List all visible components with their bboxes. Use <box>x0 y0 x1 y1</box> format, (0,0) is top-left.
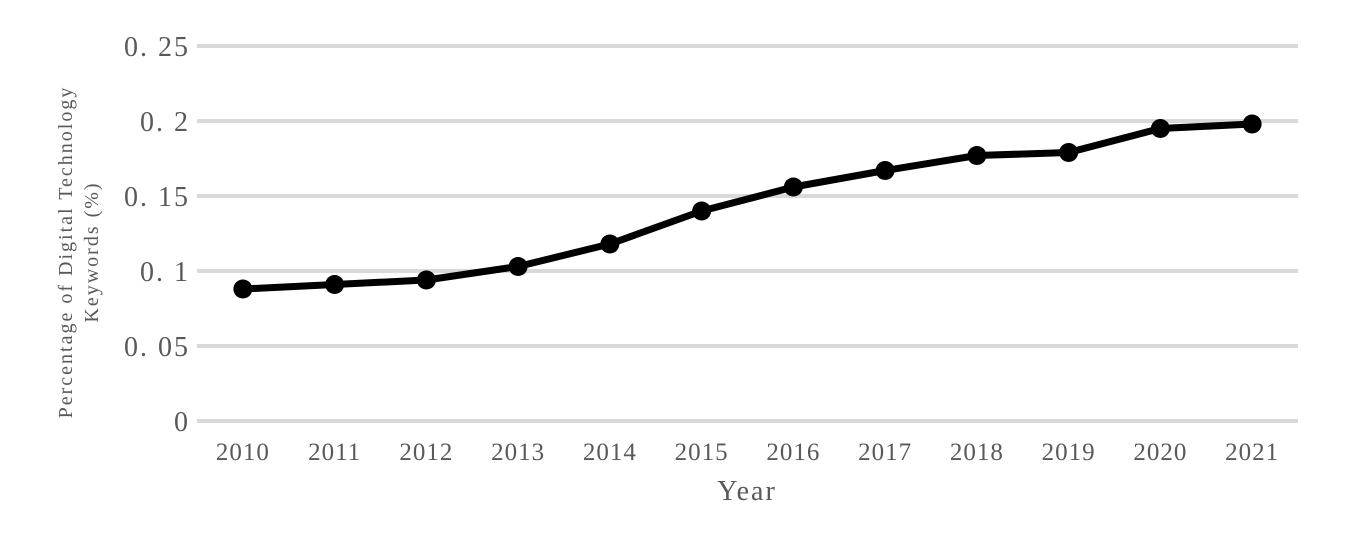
y-tick-label: 0. 15 <box>124 182 190 213</box>
data-point-marker <box>1242 114 1262 134</box>
x-tick-label: 2020 <box>1133 439 1187 466</box>
data-point-marker <box>233 279 253 299</box>
data-point-marker <box>325 275 345 294</box>
x-tick-label: 2021 <box>1225 439 1279 466</box>
x-tick-label: 2013 <box>491 439 545 466</box>
x-tick-label: 2017 <box>858 439 912 466</box>
data-point-marker <box>967 146 987 165</box>
y-tick-label: 0. 05 <box>124 332 190 363</box>
x-tick-label: 2012 <box>399 439 453 466</box>
data-point-marker <box>508 257 528 276</box>
data-series-line <box>239 120 1256 293</box>
data-point-marker <box>692 201 712 221</box>
x-tick-label: 2014 <box>583 439 637 466</box>
x-tick-label: 2015 <box>675 439 729 466</box>
y-axis-title: Percentage of Digital Technology Keyword… <box>53 42 105 462</box>
x-tick-label: 2019 <box>1042 439 1096 466</box>
y-tick-label: 0. 25 <box>124 32 190 63</box>
data-point-marker <box>1059 143 1079 162</box>
data-point-marker <box>783 177 803 197</box>
x-tick-label: 2016 <box>766 439 820 466</box>
x-tick-label: 2018 <box>950 439 1004 466</box>
y-tick-label: 0 <box>174 407 190 438</box>
y-tick-label: 0. 1 <box>140 257 190 288</box>
y-tick-label: 0. 2 <box>140 107 190 138</box>
data-point-marker <box>416 270 436 290</box>
y-axis-title-line-2: Keywords (%) <box>81 181 103 323</box>
x-tick-label: 2011 <box>308 439 361 466</box>
data-point-marker <box>875 161 895 180</box>
x-axis-title: Year <box>717 476 777 507</box>
x-tick-label: 2010 <box>216 439 270 466</box>
data-point-marker <box>1150 119 1170 138</box>
data-point-marker <box>600 234 620 254</box>
y-axis-title-line-1: Percentage of Digital Technology <box>55 85 77 419</box>
